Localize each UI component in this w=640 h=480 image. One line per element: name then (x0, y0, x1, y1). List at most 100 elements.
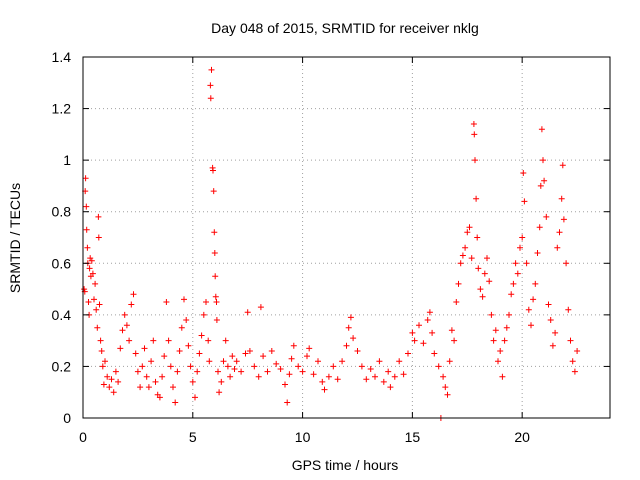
data-point (152, 378, 159, 385)
data-point (115, 378, 122, 385)
data-point (92, 280, 99, 287)
data-point (367, 366, 374, 372)
data-point (380, 378, 387, 385)
data-point (210, 167, 216, 174)
data-point (532, 280, 539, 287)
data-point (420, 340, 427, 347)
data-point (207, 95, 214, 102)
y-tick-label: 0.2 (52, 358, 72, 374)
data-points (81, 66, 581, 421)
y-tick-label: 0 (63, 410, 71, 426)
data-point (218, 378, 225, 385)
data-point (295, 363, 302, 370)
data-point (559, 162, 566, 169)
data-point (530, 296, 537, 303)
data-point (547, 317, 554, 323)
data-point (86, 265, 93, 272)
data-point (347, 314, 354, 321)
data-point (83, 203, 90, 210)
data-point (187, 363, 194, 370)
data-point (194, 368, 201, 375)
data-point (89, 270, 96, 277)
data-point (350, 335, 357, 342)
data-point (238, 368, 245, 375)
x-tick-label: 15 (405, 429, 421, 445)
data-point (528, 322, 534, 329)
data-point (139, 363, 146, 370)
data-point (519, 234, 526, 241)
data-point (84, 244, 91, 251)
data-point (471, 131, 478, 138)
data-point (189, 378, 196, 385)
data-point (411, 337, 418, 344)
data-point (466, 224, 473, 231)
data-point (558, 195, 565, 202)
data-point (132, 350, 139, 357)
data-point (484, 255, 490, 262)
data-point (148, 358, 155, 365)
data-point (126, 337, 133, 344)
data-point (251, 363, 258, 370)
data-point (409, 329, 416, 336)
data-point (556, 229, 563, 236)
data-point (517, 244, 523, 251)
data-point (97, 337, 104, 344)
data-point (405, 350, 411, 357)
data-point (170, 384, 176, 391)
data-point (167, 363, 174, 370)
data-point (435, 363, 442, 370)
data-point (213, 299, 220, 305)
data-point (488, 311, 495, 318)
data-point (325, 373, 332, 380)
data-point (459, 252, 466, 259)
data-point (106, 384, 113, 391)
data-point (242, 350, 249, 357)
data-point (220, 358, 227, 365)
data-point (315, 358, 321, 365)
data-point (560, 216, 567, 223)
data-point (96, 301, 103, 308)
data-point (185, 342, 192, 349)
data-point (567, 337, 574, 344)
data-point (455, 280, 462, 287)
data-point (210, 188, 217, 195)
data-point (534, 250, 541, 256)
x-tick-label: 20 (514, 429, 530, 445)
data-point (481, 270, 488, 277)
data-point (470, 121, 477, 127)
data-point (429, 329, 436, 336)
data-point (268, 348, 275, 354)
data-point (490, 337, 497, 344)
data-point (257, 304, 264, 311)
data-point (216, 389, 223, 396)
chart-title: Day 048 of 2015, SRMTID for receiver nkl… (211, 20, 479, 36)
data-point (387, 384, 394, 391)
data-point (286, 371, 293, 378)
data-point (137, 384, 144, 391)
data-point (192, 394, 198, 401)
data-point (288, 355, 295, 362)
data-point (376, 358, 383, 365)
data-point (358, 363, 365, 370)
data-point (472, 157, 478, 164)
data-point (208, 66, 215, 73)
data-point (91, 296, 97, 303)
data-point (536, 224, 543, 231)
data-point (448, 327, 455, 334)
data-point (477, 286, 484, 293)
data-point (121, 311, 128, 318)
data-point (431, 350, 438, 357)
data-point (95, 234, 102, 241)
data-point (200, 311, 207, 318)
data-point (442, 384, 449, 391)
data-point (161, 353, 168, 360)
data-point (396, 358, 403, 365)
data-point (229, 353, 236, 360)
data-point (554, 244, 561, 251)
data-point (119, 327, 126, 334)
y-tick-label: 0.6 (52, 255, 72, 271)
data-point (156, 394, 163, 401)
x-axis-label: GPS time / hours (292, 457, 399, 473)
data-point (345, 324, 352, 331)
data-point (123, 322, 130, 329)
